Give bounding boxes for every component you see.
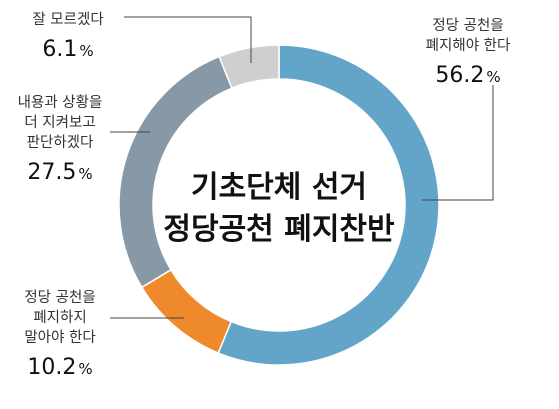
slice-label-3-line-0: 잘 모르겠다 xyxy=(32,11,103,28)
slice-3 xyxy=(218,44,280,90)
slice-label-2-line-0: 내용과 상황을 xyxy=(18,94,103,111)
slice-value-2: 27.5% xyxy=(27,160,92,185)
slice-label-2-line-1: 더 지켜보고 xyxy=(24,114,95,131)
slice-label-0-line-1: 폐지해야 한다 xyxy=(426,37,511,54)
slice-label-1-line-1: 폐지하지 xyxy=(33,309,86,326)
donut-slices xyxy=(118,44,440,366)
chart-title-line-1: 정당공천 폐지찬반 xyxy=(163,212,395,247)
slice-value-3: 6.1% xyxy=(42,37,93,62)
leader-line-0 xyxy=(422,85,494,201)
slice-label-1-line-2: 말아야 한다 xyxy=(24,329,95,346)
slice-value-0: 56.2% xyxy=(435,63,500,88)
slice-value-1: 10.2% xyxy=(27,355,92,380)
leader-line-3 xyxy=(124,16,252,63)
chart-title-line-0: 기초단체 선거 xyxy=(191,170,367,205)
slice-label-1-line-0: 정당 공천을 xyxy=(24,289,95,306)
slice-label-2-line-2: 판단하겠다 xyxy=(27,134,94,151)
slice-1 xyxy=(140,268,233,354)
slice-0 xyxy=(217,44,440,366)
slice-label-0-line-0: 정당 공천을 xyxy=(432,17,503,34)
leader-lines xyxy=(110,16,494,319)
